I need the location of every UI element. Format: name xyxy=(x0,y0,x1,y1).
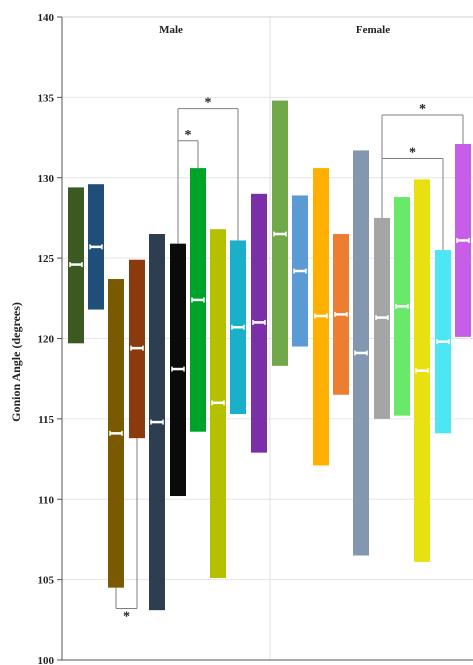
significance-star: * xyxy=(419,102,426,117)
y-tick-label: 140 xyxy=(38,12,55,24)
significance-layer: * * * * * xyxy=(115,96,464,625)
y-axis-label: Gonion Angle (degrees) xyxy=(9,302,23,422)
y-tick-label: 105 xyxy=(38,575,55,587)
y-tick-label: 125 xyxy=(38,253,55,265)
significance-star: * xyxy=(123,610,130,625)
y-tick-label: 130 xyxy=(38,173,55,185)
panel-label-male: Male xyxy=(159,24,183,36)
y-tick-label: 100 xyxy=(38,655,55,665)
y-tick-label: 115 xyxy=(38,414,54,426)
significance-star: * xyxy=(185,128,192,143)
significance-star: * xyxy=(205,96,212,111)
panel-label-female: Female xyxy=(356,24,390,36)
y-tick-label: 135 xyxy=(38,92,55,104)
y-tick-label: 120 xyxy=(38,334,55,346)
bars-layer xyxy=(68,100,471,611)
axes-layer: 100 105 110 115 120 125 130 135 140 Male Female xyxy=(38,12,473,665)
y-tick-label: 110 xyxy=(38,494,54,506)
significance-star: * xyxy=(409,145,416,160)
